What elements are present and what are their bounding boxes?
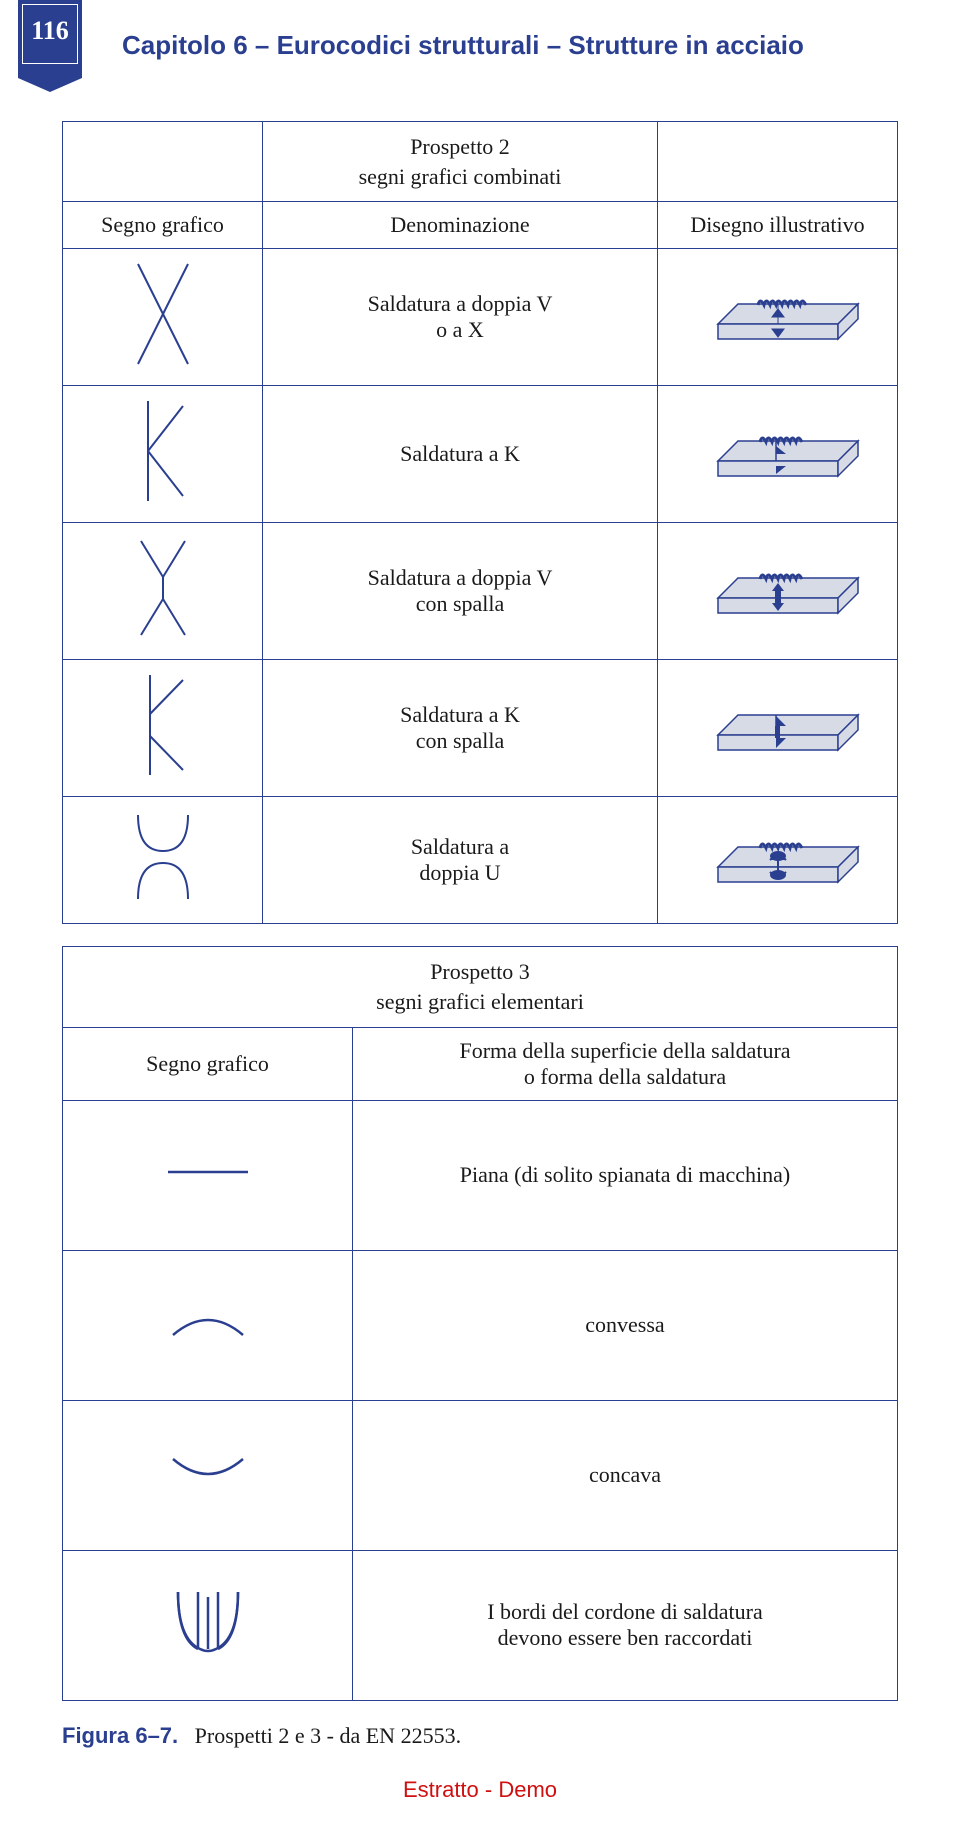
table1-head-col3: Disegno illustrativo (658, 202, 898, 249)
symbol-concave (63, 1400, 353, 1550)
row-label: Saldatura a doppia Vcon spalla (263, 523, 658, 660)
table2-head-col2: Forma della superficie della saldaturao … (353, 1027, 898, 1100)
footer-note: Estratto - Demo (62, 1777, 898, 1803)
symbol-toes-blended (63, 1550, 353, 1700)
figure-caption: Figura 6–7. Prospetti 2 e 3 - da EN 2255… (62, 1723, 898, 1749)
table-row: Saldatura a doppia Vo a X (63, 249, 898, 386)
illustration (658, 797, 898, 924)
symbol-double-v-spalla (63, 523, 263, 660)
table2-head-col1: Segno grafico (63, 1027, 353, 1100)
page-number: 116 (18, 0, 82, 62)
table-row: Piana (di solito spianata di macchina) (63, 1100, 898, 1250)
symbol-double-v (63, 249, 263, 386)
symbol-flat (63, 1100, 353, 1250)
row-label: I bordi del cordone di saldaturadevono e… (353, 1550, 898, 1700)
table-row: Saldatura adoppia U (63, 797, 898, 924)
table2-title-l1: Prospetto 3 (430, 959, 530, 984)
table-row: Saldatura a doppia Vcon spalla (63, 523, 898, 660)
table1-head-col1: Segno grafico (63, 202, 263, 249)
illustration (658, 523, 898, 660)
table1-head-col2: Denominazione (263, 202, 658, 249)
symbol-k-spalla (63, 660, 263, 797)
table1-title-l1: Prospetto 2 (410, 134, 510, 159)
symbol-convex (63, 1250, 353, 1400)
table-row: convessa (63, 1250, 898, 1400)
table-row: Saldatura a K (63, 386, 898, 523)
illustration (658, 660, 898, 797)
table2-title-l2: segni grafici elementari (376, 989, 584, 1014)
row-label: Saldatura a doppia Vo a X (263, 249, 658, 386)
row-label: Saldatura adoppia U (263, 797, 658, 924)
page-ribbon: 116 (18, 0, 82, 78)
row-label: convessa (353, 1250, 898, 1400)
row-label: Piana (di solito spianata di macchina) (353, 1100, 898, 1250)
row-label: Saldatura a K (263, 386, 658, 523)
row-label: concava (353, 1400, 898, 1550)
table-prospetto-3: Prospetto 3 segni grafici elementari Seg… (62, 946, 898, 1700)
row-label: Saldatura a Kcon spalla (263, 660, 658, 797)
table-prospetto-2: Prospetto 2 segni grafici combinati Segn… (62, 121, 898, 924)
table-row: Saldatura a Kcon spalla (63, 660, 898, 797)
illustration (658, 386, 898, 523)
table1-title: Prospetto 2 segni grafici combinati (263, 122, 658, 202)
symbol-double-u (63, 797, 263, 924)
table1-title-l2: segni grafici combinati (359, 164, 562, 189)
figure-caption-text: Prospetti 2 e 3 - da EN 22553. (195, 1723, 461, 1748)
figure-number: Figura 6–7. (62, 1723, 178, 1748)
table2-title: Prospetto 3 segni grafici elementari (63, 947, 898, 1027)
chapter-title: Capitolo 6 – Eurocodici strutturali – St… (122, 30, 898, 61)
table-row: I bordi del cordone di saldaturadevono e… (63, 1550, 898, 1700)
illustration (658, 249, 898, 386)
table-row: concava (63, 1400, 898, 1550)
symbol-k (63, 386, 263, 523)
